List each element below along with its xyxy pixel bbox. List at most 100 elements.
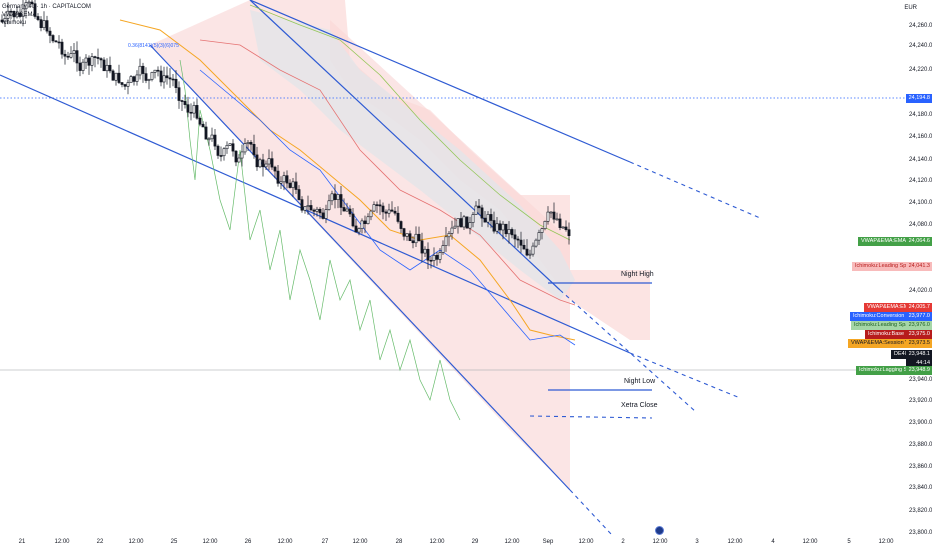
candle-body [306, 205, 310, 208]
candle-body [264, 163, 268, 168]
candle-body [48, 30, 52, 36]
candle-body [222, 148, 226, 157]
spanb-label: Ichimoku:Leading Span B [852, 262, 921, 271]
time-tick: 12:00 [878, 539, 894, 545]
candle-body [420, 240, 424, 254]
candle-body [117, 72, 121, 83]
candle-body [159, 70, 163, 83]
steep-channel-line[interactable] [149, 44, 571, 491]
candle-body [348, 208, 352, 215]
base-label: Ichimoku:Base Line [865, 330, 919, 339]
candle-body [426, 248, 430, 261]
base-value: 23,975.0 [906, 330, 932, 339]
candle-body [0, 19, 4, 23]
candle-body [519, 239, 523, 246]
currency-label: EUR [904, 5, 917, 11]
price-tick: 23,860.0 [909, 464, 932, 470]
time-tick: 4 [771, 539, 775, 545]
candle-body [339, 194, 343, 208]
symbol-title[interactable]: Germany 40 · 1h · CAPITALCOM [2, 4, 91, 10]
indicator-vwap-ema[interactable]: VWAP&EMA [2, 12, 37, 18]
time-tick: 2 [621, 539, 625, 545]
candle-body [393, 210, 397, 214]
time-tick: 12:00 [504, 539, 520, 545]
candle-body [387, 209, 391, 214]
candle-body [141, 65, 145, 74]
candle-body [486, 214, 490, 223]
chart-legend[interactable]: Germany 40 · 1h · CAPITALCOM VWAP&EMA Ic… [2, 3, 91, 27]
candle-body [219, 155, 223, 157]
candle-body [297, 189, 301, 200]
price-tick: 23,920.0 [909, 398, 932, 404]
candle-body [15, 12, 19, 18]
candle-body [90, 56, 94, 66]
candle-body [45, 20, 49, 32]
candle-body [3, 18, 7, 23]
candle-body [432, 255, 436, 261]
indicator-ichimoku[interactable]: Ichimoku [2, 20, 27, 26]
candle-body [213, 134, 217, 147]
candle-body [66, 55, 70, 58]
candle-body [84, 57, 88, 63]
candle-body [354, 225, 358, 233]
price-tick: 24,140.0 [909, 157, 932, 163]
candle-body [321, 212, 325, 219]
candle-body [18, 12, 22, 17]
time-tick: 12:00 [352, 539, 368, 545]
candle-body [24, 2, 28, 10]
candle-body [483, 217, 487, 223]
time-tick: 25 [170, 539, 178, 545]
time-tick: 12:00 [652, 539, 668, 545]
candle-body [102, 59, 106, 72]
candle-body [111, 70, 115, 81]
candle-body [471, 214, 475, 223]
price-tick: 24,180.0 [909, 112, 932, 118]
candle-body [309, 205, 313, 211]
price-tick: 24,220.0 [909, 67, 932, 73]
night-low-text[interactable]: Night Low [624, 378, 656, 385]
candle-body [369, 210, 373, 218]
candle-body [252, 143, 256, 156]
vwap-label: VWAP&EMA:Session VWAP [848, 339, 925, 348]
channel-upper-line[interactable] [249, 0, 631, 163]
night-high-text[interactable]: Night High [621, 271, 654, 278]
channel-lower-line[interactable] [0, 74, 631, 354]
candle-body [126, 82, 130, 87]
candle-body [375, 204, 379, 206]
candle-body [129, 76, 133, 83]
candle-body [405, 233, 409, 237]
ema100-line [249, 4, 571, 241]
candle-body [108, 64, 112, 72]
candle-body [534, 239, 538, 247]
lagging-span-line [179, 59, 461, 421]
candle-body [498, 223, 502, 231]
candle-body [231, 143, 235, 152]
candle-body [192, 105, 196, 114]
candle-body [315, 208, 319, 212]
candle-body [273, 166, 277, 172]
candle-body [33, 3, 37, 17]
candle-body [195, 105, 199, 119]
candlestick-series[interactable] [0, 0, 571, 269]
candle-body [288, 182, 292, 188]
inner-channel-extension [559, 289, 697, 413]
candle-body [390, 209, 394, 212]
candle-body [417, 233, 421, 242]
candle-body [360, 220, 364, 229]
bearish-zone-fill [150, 0, 570, 490]
candle-body [135, 74, 139, 82]
candle-body [531, 245, 535, 255]
candle-body [6, 10, 10, 19]
xetra-close-text[interactable]: Xetra Close [621, 402, 658, 409]
candle-body [168, 77, 172, 80]
candle-body [210, 134, 214, 140]
timezone-clock-icon[interactable] [655, 526, 664, 535]
candle-body [411, 240, 415, 244]
candle-body [60, 41, 64, 55]
time-tick: 12:00 [578, 539, 594, 545]
candle-body [399, 221, 403, 229]
inner-channel-line[interactable] [249, 0, 561, 291]
candle-body [237, 157, 241, 163]
candle-body [300, 199, 304, 211]
